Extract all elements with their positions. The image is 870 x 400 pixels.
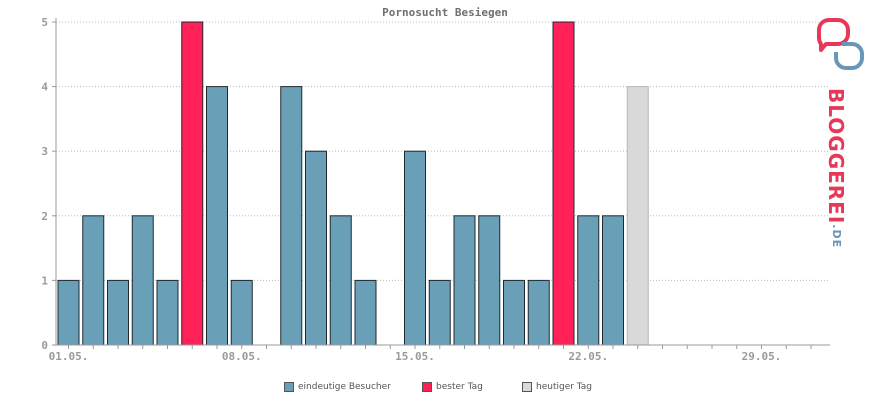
logo-text: BLOGGEREI.DE xyxy=(824,88,848,249)
bar-best xyxy=(552,21,575,346)
legend-item-best: bester Tag xyxy=(422,382,483,392)
bar-visitors xyxy=(577,215,600,346)
bar-visitors xyxy=(131,215,154,346)
bar-visitors xyxy=(602,215,624,346)
y-tick-label: 4 xyxy=(41,81,48,94)
bar-visitors xyxy=(206,86,228,346)
bars xyxy=(57,21,649,346)
bar-visitors xyxy=(453,215,476,346)
axes xyxy=(55,18,830,346)
legend-label-best: bester Tag xyxy=(436,382,483,392)
legend-label-today: heutiger Tag xyxy=(536,382,593,392)
bar-visitors xyxy=(82,215,105,346)
y-tick-label: 5 xyxy=(41,16,48,29)
x-tick-label: 01.05. xyxy=(49,350,89,363)
grid xyxy=(56,21,830,281)
legend-swatch-today xyxy=(522,382,532,392)
bloggerei-logo[interactable]: BLOGGEREI.DE xyxy=(812,14,868,248)
legend-item-today: heutiger Tag xyxy=(522,382,592,392)
bar-visitors xyxy=(305,150,327,346)
bar-visitors xyxy=(329,215,352,346)
y-tick-label: 0 xyxy=(41,339,48,352)
legend: eindeutige Besucher bester Tag heutiger … xyxy=(0,382,870,400)
y-tick-label: 2 xyxy=(41,210,48,223)
y-tick-label: 3 xyxy=(41,145,48,158)
x-tick-label: 08.05. xyxy=(222,350,262,363)
bar-today xyxy=(626,86,649,346)
bar-visitors xyxy=(478,215,501,346)
bar-visitors xyxy=(503,279,525,346)
y-tick-label: 1 xyxy=(41,274,48,287)
bar-visitors xyxy=(428,279,451,346)
bar-visitors xyxy=(107,279,129,346)
x-tick-label: 15.05. xyxy=(395,350,435,363)
bar-visitors xyxy=(280,86,303,346)
legend-swatch-visitors xyxy=(284,382,294,392)
legend-swatch-best xyxy=(422,382,432,392)
bar-visitors xyxy=(230,279,253,346)
y-axis-ticks: 0 1 2 3 4 5 xyxy=(41,16,56,352)
bar-visitors xyxy=(404,150,426,346)
legend-item-visitors: eindeutige Besucher xyxy=(284,382,391,392)
chart-title: Pornosucht Besiegen xyxy=(382,6,508,19)
bar-visitors xyxy=(57,279,80,346)
legend-label-visitors: eindeutige Besucher xyxy=(298,382,391,392)
bar-visitors xyxy=(527,279,550,346)
x-axis-ticks: 01.05. 08.05. 15.05. 22.05. 29.05. xyxy=(49,345,812,363)
x-tick-label: 22.05. xyxy=(568,350,608,363)
x-tick-label: 29.05. xyxy=(742,350,782,363)
bar-visitors xyxy=(354,279,377,346)
logo-icon xyxy=(816,17,864,70)
bar-best xyxy=(181,21,204,346)
bar-visitors xyxy=(156,279,179,346)
